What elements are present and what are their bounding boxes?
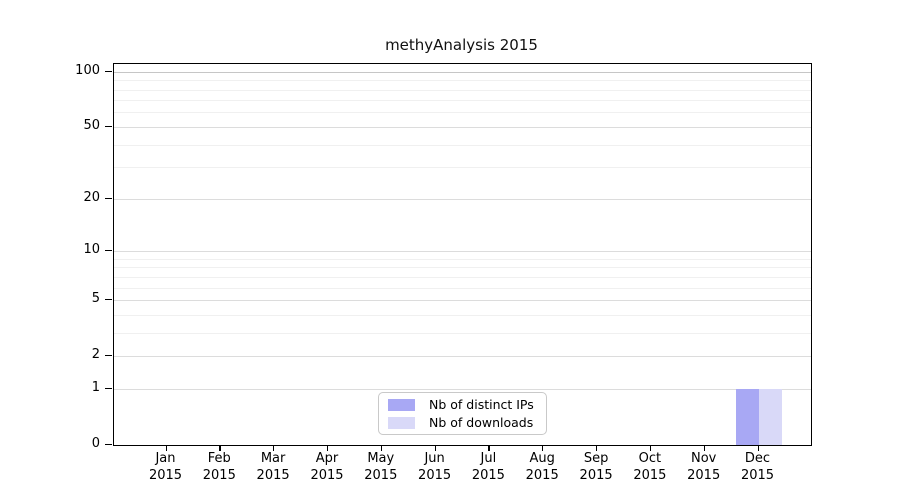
gridline-minor (114, 89, 811, 91)
x-tick-label-line: 2015 (148, 467, 183, 483)
plot-area (113, 63, 812, 446)
x-tick-label-line: 2015 (256, 467, 290, 483)
x-tick-label-line: 2015 (633, 467, 667, 483)
x-tick-label-line: 2015 (310, 467, 344, 483)
bar-distinct-ips (735, 388, 759, 445)
gridline-minor (114, 100, 811, 102)
x-tick-label-line: Jul (480, 451, 497, 466)
x-tick-label: Sep 2015 (564, 451, 628, 484)
x-tick-label: Mar 2015 (241, 451, 305, 484)
y-tick-label: 1 (91, 379, 100, 395)
legend-label: Nb of downloads (429, 415, 534, 430)
x-tick-mark (542, 445, 544, 451)
x-tick-mark (703, 445, 705, 451)
x-tick-label-line: 2015 (471, 467, 505, 483)
gridline-minor (114, 276, 811, 278)
x-tick-label-line: 2015 (418, 467, 452, 483)
y-tick-label: 5 (91, 291, 100, 306)
x-tick-label-line: Dec (744, 451, 771, 466)
gridline-major (114, 251, 811, 252)
y-tick-label: 10 (83, 242, 100, 257)
y-tick-mark (105, 444, 112, 446)
y-tick-label: 0 (91, 436, 100, 451)
x-tick-label-line: 2015 (579, 467, 613, 483)
x-tick-label: Jul 2015 (456, 451, 520, 484)
legend-label: Nb of distinct IPs (429, 397, 534, 412)
y-tick-label: 20 (83, 189, 100, 205)
y-tick-mark (105, 387, 112, 390)
x-tick-label-line: 2015 (687, 467, 721, 483)
x-tick-label: Apr 2015 (295, 451, 359, 484)
x-tick-label-line: May (367, 451, 395, 466)
y-tick-mark (105, 70, 112, 72)
x-tick-mark (219, 445, 221, 451)
gridline-minor (114, 258, 811, 260)
gridline-minor (114, 332, 811, 334)
x-tick-mark (327, 445, 329, 451)
gridline-minor (114, 144, 811, 146)
x-tick-mark (380, 445, 383, 451)
x-tick-label: Aug 2015 (510, 451, 574, 484)
x-tick-mark (273, 445, 275, 451)
gridline-major (114, 71, 811, 73)
x-tick-label-line: Aug (529, 451, 555, 466)
gridline-minor (114, 80, 811, 82)
legend-swatch (388, 398, 415, 411)
x-tick-label: Jan 2015 (134, 451, 198, 484)
x-tick-label-line: Sep (583, 451, 609, 466)
x-tick-label-line: 2015 (740, 467, 775, 483)
legend-item: Nb of downloads (379, 415, 546, 430)
x-tick-label: Jun 2015 (403, 451, 467, 484)
x-tick-mark (757, 445, 759, 451)
x-tick-mark (165, 445, 167, 451)
x-tick-label-line: 2015 (202, 467, 236, 483)
gridline-major (114, 356, 811, 358)
bar-downloads (758, 388, 782, 445)
x-tick-label: Nov 2015 (672, 451, 736, 484)
gridline-major (114, 126, 811, 128)
gridline-minor (114, 267, 811, 269)
x-tick-label-line: Apr (315, 451, 339, 466)
y-tick-label: 50 (83, 117, 100, 133)
x-tick-mark (488, 445, 490, 451)
x-tick-label: May 2015 (349, 451, 413, 484)
x-tick-label-line: Jan (155, 451, 176, 466)
x-tick-label-line: 2015 (364, 467, 398, 483)
legend: Nb of distinct IPs Nb of downloads (378, 392, 547, 435)
x-tick-label-line: Mar (260, 451, 286, 466)
gridline-minor (114, 167, 811, 169)
x-tick-label-line: Jun (424, 451, 445, 466)
y-tick-mark (105, 355, 112, 357)
x-tick-label-line: 2015 (525, 467, 559, 483)
x-tick-mark (434, 445, 436, 451)
x-tick-label: Dec 2015 (726, 451, 790, 484)
y-tick-mark (105, 299, 112, 301)
legend-swatch (388, 416, 415, 429)
chart-title: methyAnalysis 2015 (385, 36, 538, 54)
x-tick-mark (649, 445, 652, 451)
gridline-minor (114, 314, 811, 316)
gridline-minor (114, 287, 811, 289)
gridline-minor (114, 112, 811, 114)
legend-item: Nb of distinct IPs (379, 397, 546, 412)
x-tick-label-line: Feb (207, 451, 231, 466)
y-tick-mark (105, 125, 112, 128)
gridline-major (114, 198, 811, 200)
y-tick-mark (105, 197, 112, 199)
x-tick-label: Oct 2015 (618, 451, 682, 484)
x-tick-label-line: Nov (691, 451, 717, 466)
y-tick-label: 2 (91, 347, 100, 363)
x-tick-label: Feb 2015 (187, 451, 251, 484)
gridline-major (114, 300, 811, 301)
y-tick-label: 100 (75, 62, 100, 78)
x-tick-label-line: Oct (638, 451, 662, 466)
gridline-major (114, 388, 811, 390)
x-tick-mark (596, 445, 598, 451)
y-tick-mark (105, 250, 112, 252)
